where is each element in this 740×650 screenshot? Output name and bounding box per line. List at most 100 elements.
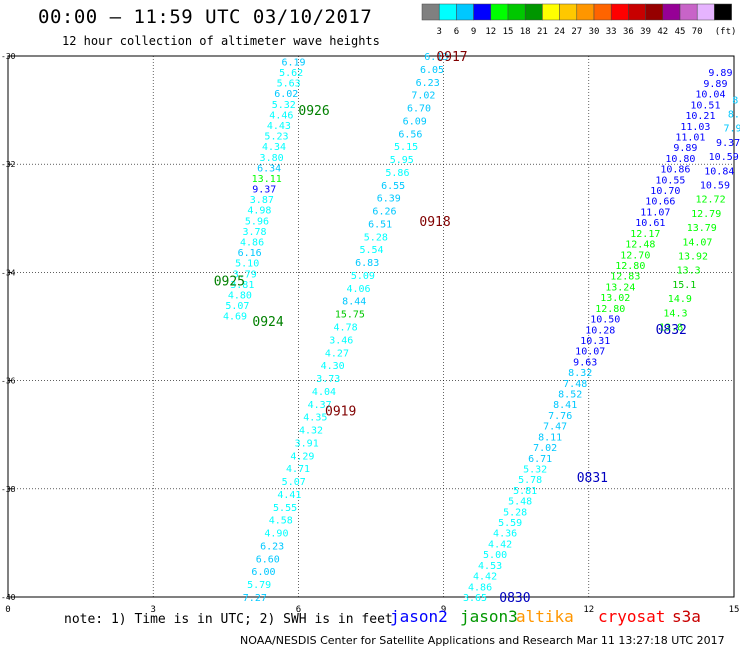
- wave-height-label: 7.27: [243, 593, 267, 604]
- wave-height-label: 3.81: [230, 280, 254, 291]
- wave-height-label: 6.70: [407, 104, 431, 115]
- y-tick-label: -40: [1, 593, 16, 602]
- wave-height-label: 10.31: [580, 336, 610, 347]
- wave-height-label: 9.89: [703, 79, 727, 90]
- wave-height-label: 10.59: [709, 152, 739, 163]
- wave-height-label: 4.98: [247, 206, 271, 217]
- color-legend: 3 6 9 12 15 18 21 24 27 30 33 36 39 42 45 70 (ft): [421, 3, 737, 37]
- wave-height-label: 7.02: [533, 443, 557, 454]
- wave-height-label: 8.41: [553, 400, 577, 411]
- wave-height-label: 10.07: [575, 347, 605, 358]
- wave-height-label: 5.00: [483, 550, 507, 561]
- legend-label: 45: [675, 27, 686, 37]
- wave-height-label: 10.55: [655, 175, 685, 186]
- pass-time-label: 0925: [214, 275, 245, 290]
- wave-height-label: 12.83: [610, 272, 640, 283]
- wave-height-label: 4.32: [299, 426, 323, 437]
- wave-height-label: 3.79: [233, 269, 257, 280]
- legend-unit: (ft): [715, 27, 737, 37]
- wave-height-label: 12.80: [615, 261, 645, 272]
- wave-height-label: 5.79: [247, 580, 271, 591]
- wave-height-label: 13.92: [678, 251, 708, 262]
- wave-height-label: 6.13: [424, 52, 448, 63]
- wave-height-label: 13.02: [600, 293, 630, 304]
- wave-height-label: 15.75: [335, 310, 365, 321]
- wave-height-label: 4.42: [473, 572, 497, 583]
- wave-height-label: 3.46: [329, 335, 353, 346]
- wave-height-label: 11.01: [675, 132, 705, 143]
- wave-height-label: 6.00: [251, 567, 275, 578]
- wave-height-label: 4.35: [303, 413, 327, 424]
- wave-height-label: 3.65: [463, 593, 487, 604]
- wave-height-label: 13.8: [659, 323, 683, 334]
- ground-track: 9.899.8910.0410.5110.2111.0311.019.8910.…: [463, 68, 732, 604]
- legend-label: 18: [520, 27, 531, 37]
- wave-height-label: 6.56: [398, 129, 422, 140]
- wave-height-label: 5.54: [359, 245, 383, 256]
- wave-height-label: 6.26: [372, 207, 396, 218]
- wave-height-label: 9.37: [252, 185, 276, 196]
- wave-height-label: 6.71: [528, 454, 552, 465]
- wave-height-label: 5.23: [264, 132, 288, 143]
- wave-height-label: 5.28: [503, 507, 527, 518]
- legend-label: 33: [606, 27, 617, 37]
- wave-height-label: 4.36: [493, 529, 517, 540]
- wave-height-label: 10.86: [660, 165, 690, 176]
- satellite-altika: altika: [516, 607, 574, 626]
- wave-height-label: 12.48: [625, 240, 655, 251]
- legend-label: 12: [485, 27, 496, 37]
- wave-height-label: 4.86: [240, 238, 264, 249]
- wave-height-label: 13.11: [252, 174, 282, 185]
- legend-label: 15: [503, 27, 514, 37]
- satellite-jason3: jason3: [460, 607, 518, 626]
- ground-track: 6.13 6.05 6.23 7.02 6.706.09 6.56 5.15 5.95 5.86…: [243, 52, 449, 604]
- wave-height-label: 5.55: [273, 503, 297, 514]
- pass-time-label: 0926: [298, 104, 329, 119]
- wave-height-label: 7.02: [411, 91, 435, 102]
- wave-height-label: 5.32: [523, 464, 547, 475]
- legend-label: 30: [589, 27, 600, 37]
- x-tick-label: 12: [583, 605, 594, 615]
- satellite-cryosat: cryosat: [598, 607, 666, 626]
- x-tick-label: 15: [729, 605, 740, 615]
- map-frame: [7, 55, 735, 598]
- wave-height-label: 9.37: [716, 138, 740, 149]
- wave-height-label: 8.6: [732, 95, 740, 106]
- wave-height-label: 10.80: [665, 154, 695, 165]
- note-text: note: 1) Time is in UTC; 2) SWH is in fe…: [64, 612, 393, 627]
- wave-height-label: 4.06: [347, 284, 371, 295]
- legend-label: 27: [571, 27, 582, 37]
- wave-height-label: 10.04: [695, 90, 725, 101]
- wave-height-label: 6.51: [368, 219, 392, 230]
- wave-height-label: 10.84: [704, 166, 734, 177]
- wave-height-label: 4.27: [325, 348, 349, 359]
- wave-height-label: 4.78: [334, 323, 358, 334]
- wave-height-label: 12.17: [630, 229, 660, 240]
- wave-height-label: 5.63: [277, 79, 301, 90]
- wave-height-label: 4.46: [269, 110, 293, 121]
- wave-height-label: 5.81: [513, 486, 537, 497]
- wave-height-label: 3.80: [260, 153, 284, 164]
- wave-height-label: 4.69: [223, 312, 247, 323]
- legend-label: 6: [454, 27, 459, 37]
- wave-height-label: 6.02: [274, 89, 298, 100]
- ground-track: 6.195.625.636.025.324.464.435.234.343.80…: [223, 57, 306, 322]
- wave-height-label: 10.51: [690, 100, 720, 111]
- wave-height-label: 6.16: [238, 248, 262, 259]
- legend-swatch: [714, 3, 732, 21]
- wave-height-label: 6.05: [420, 65, 444, 76]
- wave-height-label: 3.87: [250, 195, 274, 206]
- wave-height-label: 12.79: [691, 209, 721, 220]
- wave-height-label: 8.52: [558, 390, 582, 401]
- wave-height-label: 10.59: [700, 180, 730, 191]
- wave-height-label: 5.62: [279, 68, 303, 79]
- wave-height-label: 12.72: [696, 195, 726, 206]
- wave-height-label: 9.63: [573, 357, 597, 368]
- wave-height-label: 6.55: [381, 181, 405, 192]
- pass-time-label: 0830: [499, 591, 530, 606]
- wave-height-label: 3.73: [316, 374, 340, 385]
- wave-height-label: 5.78: [518, 475, 542, 486]
- y-tick-label: -36: [1, 377, 16, 386]
- legend-label: 21: [537, 27, 548, 37]
